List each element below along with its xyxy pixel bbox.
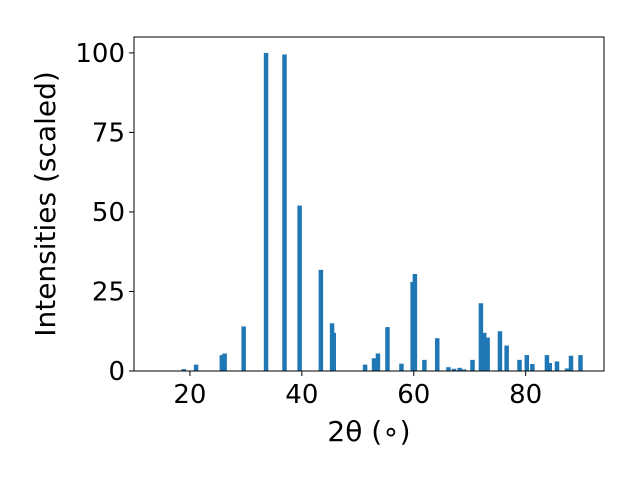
bar bbox=[331, 332, 336, 371]
x-tick-label: 20 bbox=[173, 380, 206, 410]
bar bbox=[193, 364, 199, 371]
bar bbox=[497, 331, 503, 371]
bar bbox=[544, 355, 550, 371]
bar bbox=[181, 369, 187, 371]
y-tick-label: 25 bbox=[92, 277, 125, 307]
bar bbox=[485, 337, 490, 371]
bar bbox=[478, 303, 484, 371]
bar bbox=[241, 326, 246, 371]
bar bbox=[530, 364, 535, 371]
bar bbox=[375, 353, 381, 371]
x-tick-label: 80 bbox=[509, 380, 542, 410]
x-tick-label: 40 bbox=[285, 380, 318, 410]
y-axis-label: Intensities (scaled) bbox=[29, 71, 62, 337]
x-tick-label: 60 bbox=[397, 380, 430, 410]
bar bbox=[219, 355, 225, 371]
y-axis: 0 25 50 75 100 bbox=[75, 39, 134, 387]
bar bbox=[399, 363, 404, 371]
bar bbox=[517, 359, 522, 371]
bar bbox=[412, 273, 418, 371]
bar bbox=[222, 353, 227, 371]
bar bbox=[564, 368, 570, 371]
bar bbox=[547, 363, 552, 371]
bar bbox=[435, 338, 440, 371]
bar bbox=[568, 355, 574, 371]
x-axis-label: 2θ (∘) bbox=[327, 415, 410, 448]
y-tick-label: 50 bbox=[92, 198, 125, 228]
bar bbox=[457, 367, 462, 371]
bar bbox=[318, 269, 324, 371]
bar bbox=[297, 205, 302, 371]
bar bbox=[504, 345, 509, 371]
plot-frame bbox=[133, 36, 605, 372]
bar bbox=[524, 355, 530, 371]
bar bbox=[446, 367, 451, 371]
bar bbox=[470, 359, 475, 371]
y-tick-label: 0 bbox=[108, 357, 125, 387]
y-tick-label: 75 bbox=[92, 118, 125, 148]
bar bbox=[422, 359, 427, 371]
bar bbox=[578, 355, 583, 371]
bar bbox=[282, 54, 287, 371]
bar bbox=[451, 368, 457, 371]
bar bbox=[461, 369, 467, 371]
bar bbox=[385, 327, 390, 371]
bar bbox=[263, 52, 269, 372]
x-axis: 20 40 60 80 bbox=[173, 371, 542, 410]
bar bbox=[371, 358, 377, 371]
bars-group bbox=[181, 52, 583, 372]
y-tick-label: 100 bbox=[75, 39, 125, 69]
bar bbox=[362, 364, 368, 371]
bar bbox=[482, 332, 487, 371]
bar bbox=[554, 361, 560, 371]
